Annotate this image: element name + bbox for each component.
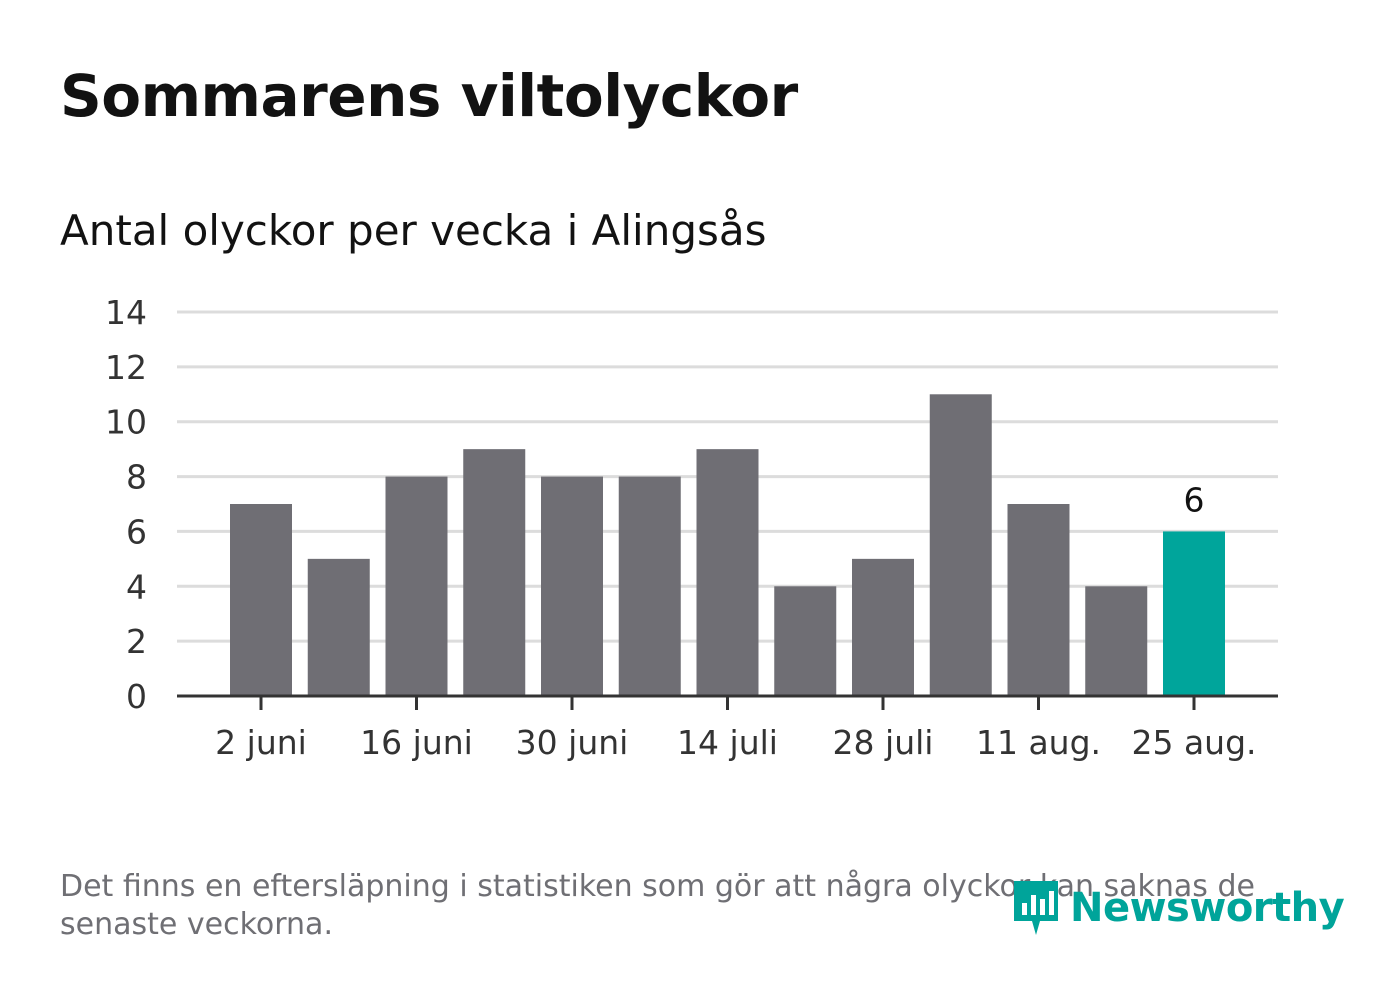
y-tick-label: 8: [126, 458, 147, 497]
y-tick-label: 4: [126, 567, 147, 606]
bar: [385, 476, 448, 696]
bar: [929, 394, 992, 696]
y-tick-label: 6: [126, 512, 147, 551]
y-tick-label: 10: [105, 403, 147, 442]
brand-name: Newsworthy: [1070, 885, 1345, 931]
bar: [1085, 586, 1148, 696]
y-tick-label: 14: [105, 293, 147, 332]
bar: [696, 449, 759, 696]
bar: [852, 558, 914, 696]
bar: [774, 586, 837, 696]
x-tick-label: 25 aug.: [1131, 723, 1256, 762]
axes: [177, 694, 1278, 710]
bar: [1007, 504, 1070, 696]
data-label: 6: [1184, 480, 1205, 519]
y-tick-label: 0: [126, 677, 147, 716]
newsworthy-logo: Newsworthy: [1010, 876, 1345, 940]
y-tick-label: 2: [126, 622, 147, 661]
labels: 0 2 4 6 8 10 12 14 6 2 juni 16 juni 30 juni 14 juli 2…: [105, 293, 1257, 762]
bar: [1163, 531, 1225, 696]
chat-bubble-bar-chart-icon: [1014, 881, 1058, 935]
bar-chart: 0 2 4 6 8 10 12 14 6 2 juni 16 juni 30 juni 14 juli 2…: [105, 293, 1278, 762]
y-tick-label: 12: [105, 348, 147, 387]
bar: [307, 558, 370, 696]
x-tick-label: 11 aug.: [976, 723, 1101, 762]
bars: [230, 394, 1225, 696]
x-tick-label: 14 juli: [677, 723, 778, 762]
bar: [618, 476, 681, 696]
chart-title: Sommarens viltolyckor: [60, 62, 798, 130]
x-tick-label: 30 juni: [516, 723, 629, 762]
x-tick-label: 16 juni: [360, 723, 473, 762]
x-tick-label: 2 juni: [215, 723, 307, 762]
bar: [230, 504, 292, 696]
bar: [541, 476, 603, 696]
bar: [463, 449, 526, 696]
chart-subtitle: Antal olyckor per vecka i Alingsås: [60, 206, 767, 255]
x-tick-label: 28 juli: [833, 723, 934, 762]
